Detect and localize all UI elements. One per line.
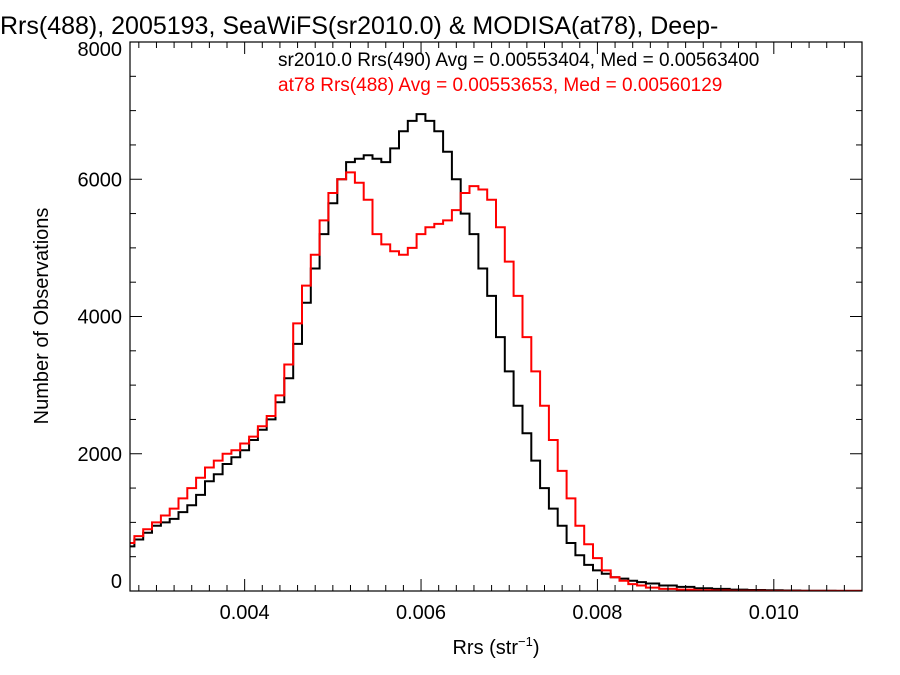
y-tick-label: 4000 (78, 307, 123, 329)
x-axis-title-end: ) (533, 637, 540, 659)
y-axis-title: Number of Observations (31, 208, 53, 425)
y-tick-label: 6000 (78, 169, 123, 191)
x-axis-title: Rrs (str−1) (452, 634, 539, 659)
series-line-2 (130, 171, 862, 591)
x-axis: 0.004 0.006 0.008 0.010 (138, 42, 863, 624)
x-tick-label: 0.006 (396, 602, 446, 624)
legend-entry-1: sr2010.0 Rrs(490) Avg = 0.00553404, Med … (278, 50, 759, 71)
chart-title: Rrs(488), 2005193, SeaWiFS(sr2010.0) & M… (0, 12, 718, 40)
legend-entry-2: at78 Rrs(488) Avg = 0.00553653, Med = 0.… (278, 75, 722, 96)
legend: sr2010.0 Rrs(490) Avg = 0.00553404, Med … (278, 50, 759, 96)
y-axis: 0 2000 4000 6000 8000 (78, 39, 862, 593)
series-line-1 (130, 113, 862, 591)
y-tick-label: 8000 (78, 39, 123, 61)
plot-area (130, 113, 862, 591)
x-tick-label: 0.008 (572, 602, 622, 624)
x-tick-label: 0.004 (220, 602, 270, 624)
x-axis-title-main: Rrs (str (452, 637, 518, 659)
x-tick-label: 0.010 (749, 602, 799, 624)
x-axis-title-sup: −1 (518, 634, 533, 649)
y-tick-label: 2000 (78, 444, 123, 466)
y-tick-label: 0 (111, 571, 122, 593)
